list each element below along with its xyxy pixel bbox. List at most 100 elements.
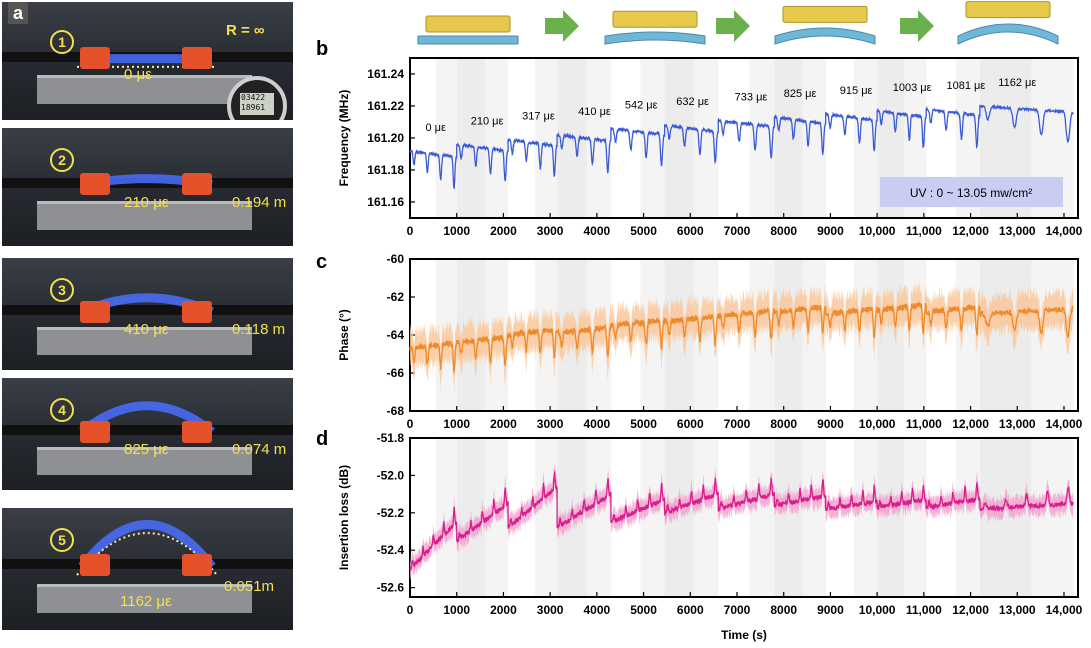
strain-label: 317 με [522,111,555,123]
x-tick-label: 4000 [584,417,611,431]
x-tick-label: 11,000 [906,417,942,431]
photo-strain-label: 1162 με [120,593,172,610]
uv-gradient-band [435,58,457,218]
y-tick-label: 161.18 [367,163,404,177]
dial-gauge: 03422 18961 [227,76,287,120]
y-tick-label: -52.6 [377,581,405,595]
x-tick-label: 7000 [724,417,751,431]
uv-gradient-band [694,58,719,218]
x-tick-label: 13,000 [999,417,1036,431]
x-tick-label: 5000 [630,603,657,617]
strain-label: 410 με [578,106,611,118]
strain-label: 733 με [735,91,768,103]
photo-strain-label: 825 με [124,440,169,458]
x-tick-label: 14,000 [1046,603,1083,617]
strain-label: 825 με [784,88,817,100]
photo-strain-label: 410 με [124,320,169,338]
x-tick-label: 10,000 [859,603,896,617]
sensor-strip-schematic [417,35,519,45]
x-tick-label: 8000 [770,224,797,238]
sensor-electrode-schematic [425,15,511,33]
right-arrow-icon [716,10,750,42]
strain-label: 632 με [676,96,709,108]
x-tick-label: 1000 [443,224,470,238]
y-tick-label: -51.8 [377,431,405,445]
photo-step-number: 4 [50,398,74,422]
uv-gradient-band [1031,438,1074,597]
strain-label: 1162 με [998,77,1036,89]
x-tick-label: 12,000 [952,224,989,238]
x-tick-label: 3000 [537,224,564,238]
y-tick-label: 161.22 [367,99,404,113]
strain-label: 0 με [425,122,446,134]
right-arrow-icon [900,10,934,42]
photo-radius-label: 0.074 m [232,440,287,458]
panel-letter-d: d [316,428,328,450]
x-axis-label: Time (s) [721,628,767,642]
uv-gradient-band [854,438,878,597]
uv-gradient-band [586,438,611,597]
series-line [409,103,1074,190]
x-tick-label: 6000 [677,603,704,617]
x-tick-label: 8000 [770,603,797,617]
uv-label-box [880,177,1063,207]
y-tick-label: -64 [387,328,405,342]
x-tick-label: 2000 [490,603,517,617]
x-tick-label: 12,000 [952,603,989,617]
photo-radius-label: 0.051m [224,578,275,595]
uv-gradient-band [802,438,826,597]
photo-radius-label: 0.194 m [232,194,287,212]
gauge-reading: 03422 18961 [241,93,266,112]
x-tick-label: 0 [407,603,414,617]
uv-gradient-band [802,58,826,218]
x-tick-label: 9000 [817,224,844,238]
y-tick-label: -52.2 [377,506,405,520]
y-tick-label: -68 [387,404,405,418]
y-tick-label: -60 [387,252,405,266]
x-tick-label: 10,000 [859,224,896,238]
x-tick-label: 1000 [443,603,470,617]
uv-gradient-band [435,438,457,597]
panel-letter-a: a [8,2,28,24]
x-tick-label: 7000 [724,224,751,238]
panel-letter-b: b [316,38,328,60]
uv-gradient-band [749,438,775,597]
photo-strain-label: 0 με [124,66,152,83]
uv-gradient-band [484,58,509,218]
y-axis-label: Insertion loss (dB) [337,465,351,570]
x-tick-label: 10,000 [859,417,896,431]
x-tick-label: 3000 [537,417,564,431]
uv-gradient-band [854,58,878,218]
right-arrow-icon [545,10,579,42]
uv-gradient-band [640,438,665,597]
x-tick-label: 6000 [677,417,704,431]
y-tick-label: -52.4 [377,543,405,557]
x-tick-label: 0 [407,417,414,431]
strain-photo-5: 5 1162 με 0.051m [2,508,293,630]
x-tick-label: 14,000 [1046,417,1083,431]
sensor-electrode-schematic [782,5,868,23]
series-line [409,469,1074,572]
sensor-strip-schematic [604,31,706,45]
photo-radius-label: 0.118 m [232,320,286,338]
uv-gradient-band [535,58,558,218]
x-tick-label: 2000 [490,224,517,238]
plot-frame [409,437,1079,598]
x-tick-label: 7000 [724,603,751,617]
strain-label: 210 με [471,115,504,127]
x-tick-label: 8000 [770,417,797,431]
strain-label: 1081 με [946,80,985,92]
x-tick-label: 2000 [490,417,517,431]
x-tick-label: 11,000 [906,603,942,617]
x-tick-label: 0 [407,224,414,238]
x-tick-label: 9000 [817,417,844,431]
y-tick-label: 161.16 [367,195,404,209]
sensor-strip-schematic [957,23,1059,45]
x-tick-label: 1000 [443,417,470,431]
photo-panel: a 1 0 με R = ∞ 03422 18961 2 210 με 0.194 m 3 410… [0,0,300,648]
strain-label: 542 με [625,99,658,111]
uv-gradient-band [955,438,980,597]
x-tick-label: 13,000 [999,224,1036,238]
y-axis-label: Frequency (MHz) [337,90,351,187]
